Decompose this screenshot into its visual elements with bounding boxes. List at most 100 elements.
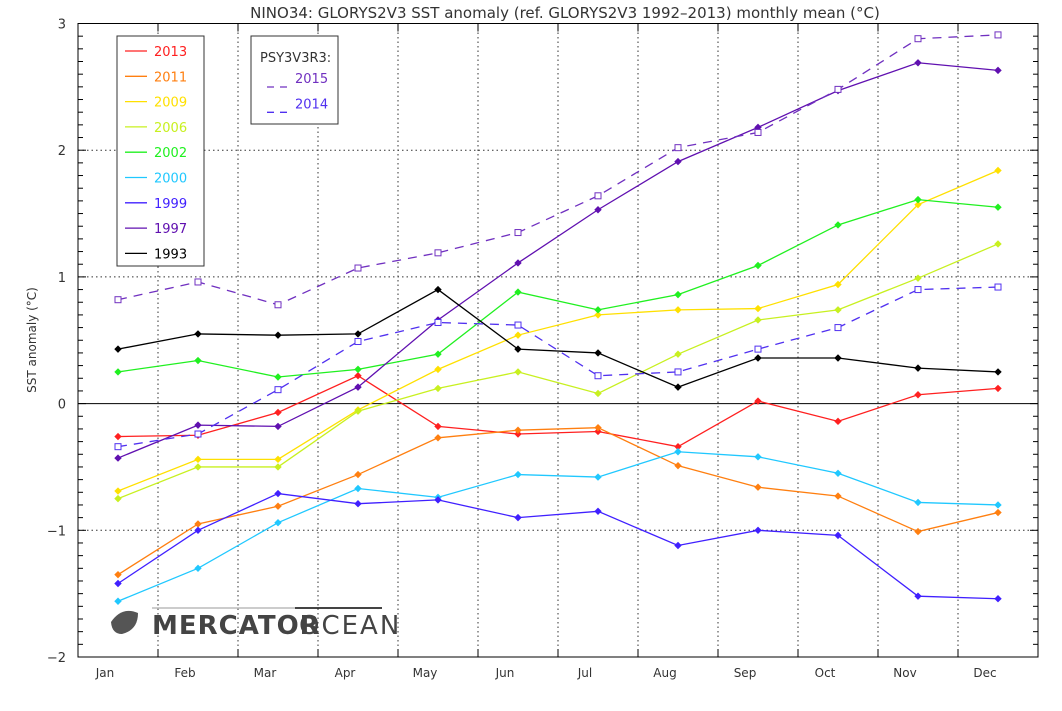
series-2009 — [114, 166, 1002, 495]
data-point — [514, 513, 522, 522]
series-1999 — [114, 489, 1002, 603]
x-tick-label: Feb — [174, 666, 195, 680]
series-line-2002 — [117, 198, 999, 378]
data-point — [994, 595, 1002, 603]
data-point — [274, 408, 282, 417]
data-point — [914, 286, 922, 294]
data-point — [354, 499, 362, 508]
legend-box — [250, 35, 339, 125]
data-point — [114, 579, 122, 588]
data-point — [834, 417, 842, 426]
x-tick-label: Jan — [95, 666, 115, 680]
data-point — [914, 195, 922, 204]
legend-observed: 2013 2011 2009 2006 2002 2000 1999 1997 1993 — [116, 35, 205, 267]
data-point — [674, 383, 682, 391]
y-tick-label: 0 — [58, 398, 66, 413]
data-point — [514, 259, 522, 267]
data-point — [354, 407, 362, 415]
x-tick-label: Oct — [815, 666, 836, 680]
data-point — [834, 306, 842, 314]
data-point — [994, 368, 1002, 376]
data-point — [114, 597, 122, 605]
data-point — [434, 319, 442, 327]
data-point — [114, 368, 122, 376]
data-point — [834, 354, 842, 362]
data-point — [194, 455, 202, 464]
legend-label: 2013 — [154, 45, 187, 60]
legend-label: 2009 — [154, 96, 187, 111]
data-point — [274, 301, 282, 309]
legend-label: 2002 — [154, 146, 187, 161]
data-point — [674, 350, 682, 358]
x-tick-label: Sep — [734, 666, 757, 680]
data-point — [514, 345, 522, 353]
legend-label: 2014 — [295, 97, 328, 112]
legend-label: 1997 — [154, 222, 187, 237]
data-point — [594, 192, 602, 200]
data-point — [594, 372, 602, 380]
data-point — [194, 330, 202, 338]
data-point — [434, 496, 442, 504]
series-line-1997 — [117, 62, 999, 459]
data-point — [354, 264, 362, 272]
data-point — [354, 365, 362, 374]
data-point — [514, 426, 522, 434]
series-line-2015 — [117, 34, 999, 306]
data-point — [674, 306, 682, 314]
data-point — [194, 564, 202, 573]
data-point — [834, 324, 842, 332]
data-point — [754, 261, 762, 270]
x-tick-label: May — [413, 666, 438, 680]
data-point — [354, 484, 362, 493]
data-point — [114, 570, 122, 579]
data-point — [674, 541, 682, 550]
series-line-2006 — [117, 243, 999, 500]
data-point — [274, 422, 282, 431]
data-point — [914, 364, 922, 372]
series-line-1999 — [117, 492, 999, 600]
data-point — [194, 356, 202, 365]
x-tick-label: Nov — [893, 666, 916, 680]
data-point — [434, 350, 442, 358]
series-2015 — [114, 31, 1002, 309]
data-point — [994, 31, 1002, 39]
data-point — [914, 498, 922, 507]
data-point — [914, 200, 922, 209]
data-point — [754, 345, 762, 353]
data-point — [754, 453, 762, 461]
data-point — [274, 489, 282, 498]
data-point — [994, 66, 1002, 75]
data-point — [674, 144, 682, 152]
series-2002 — [114, 195, 1002, 381]
data-point — [994, 240, 1002, 248]
series-line-2011 — [117, 427, 999, 576]
data-point — [194, 430, 202, 438]
y-tick-label: −1 — [47, 524, 66, 539]
data-point — [114, 296, 122, 304]
axes: −2 −1 0 1 2 3 Jan Feb Mar Apr May Jun Jul Aug Sep Oct No… — [47, 18, 1039, 680]
data-point — [834, 85, 842, 93]
data-point — [914, 391, 922, 399]
data-point — [514, 321, 522, 329]
data-point — [514, 331, 522, 339]
data-point — [994, 283, 1002, 291]
data-point — [434, 285, 442, 294]
data-point — [914, 59, 922, 67]
logo-text-light: OCEAN — [299, 611, 401, 641]
data-point — [514, 288, 522, 296]
data-point — [994, 508, 1002, 517]
data-point — [994, 501, 1002, 509]
data-point — [354, 372, 362, 380]
data-point — [114, 487, 122, 495]
data-point — [674, 290, 682, 299]
data-point — [114, 494, 122, 503]
y-tick-label: 1 — [58, 271, 66, 286]
data-point — [274, 455, 282, 464]
series-line-2013 — [117, 374, 999, 448]
x-tick-label: Jun — [495, 666, 515, 680]
data-point — [114, 345, 122, 353]
y-tick-label: 3 — [58, 18, 66, 33]
data-point — [194, 278, 202, 286]
data-point — [274, 373, 282, 381]
